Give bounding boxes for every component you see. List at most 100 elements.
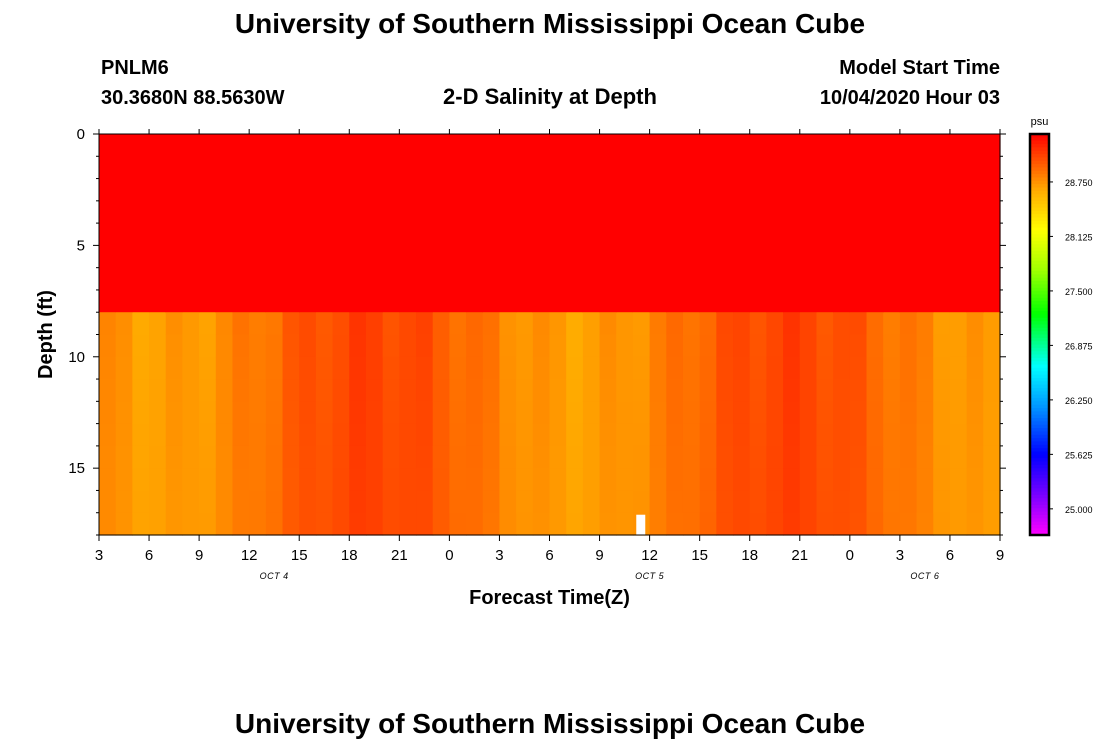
heatmap-cell: [265, 512, 284, 536]
heatmap-cell: [249, 401, 267, 425]
heatmap-cell: [516, 445, 534, 469]
colorbar-segment: [1030, 187, 1049, 192]
heatmap-cell: [182, 245, 200, 269]
heatmap-cell: [632, 468, 651, 492]
colorbar-segment: [1030, 418, 1049, 422]
colorbar-segment: [1030, 194, 1049, 199]
heatmap-cell: [682, 134, 701, 157]
heatmap-cell: [432, 512, 450, 536]
heatmap-cell: [749, 178, 768, 202]
heatmap-cell: [115, 245, 133, 269]
heatmap-cell: [265, 401, 284, 425]
heatmap-cell: [699, 245, 717, 269]
colorbar-segment: [1030, 264, 1049, 269]
heatmap-cell: [466, 200, 484, 224]
heatmap-cell: [899, 200, 918, 224]
heatmap-cells: [99, 134, 1001, 536]
heatmap-cell: [349, 312, 367, 336]
heatmap-cell: [399, 245, 417, 269]
colorbar-tick-label: 26.250: [1065, 396, 1093, 406]
heatmap-cell: [599, 312, 617, 336]
heatmap-cell: [916, 312, 934, 336]
heatmap-cell: [766, 223, 784, 246]
heatmap-cell: [482, 200, 501, 224]
heatmap-cell: [599, 267, 617, 291]
heatmap-cell: [716, 490, 734, 514]
heatmap-cell: [232, 312, 250, 336]
heatmap-cell: [799, 156, 818, 180]
heatmap-cell: [499, 423, 517, 447]
heatmap-cell: [616, 379, 634, 402]
x-tick-label: 6: [545, 547, 553, 564]
heatmap-cell: [99, 156, 117, 180]
heatmap-cell: [416, 490, 434, 514]
heatmap-cell: [632, 200, 651, 224]
heatmap-cell: [883, 401, 901, 425]
heatmap-cell: [532, 423, 551, 447]
heatmap-cell: [265, 468, 284, 492]
heatmap-cell: [282, 312, 300, 336]
heatmap-cell: [833, 134, 851, 157]
heatmap-cell: [265, 379, 284, 402]
colorbar-tick-label: 25.000: [1065, 505, 1093, 515]
heatmap-cell: [649, 401, 667, 425]
heatmap-cell: [149, 445, 167, 469]
heatmap-cell: [966, 490, 984, 514]
heatmap-cell: [749, 423, 768, 447]
heatmap-cell: [265, 445, 284, 469]
colorbar-segment: [1030, 247, 1049, 252]
heatmap-cell: [432, 401, 450, 425]
x-tick-label: 3: [495, 547, 503, 564]
heatmap-cell: [749, 134, 768, 157]
heatmap-cell: [849, 245, 868, 269]
heatmap-cell: [516, 334, 534, 358]
heatmap-cell: [866, 289, 884, 313]
heatmap-cell: [332, 468, 350, 492]
heatmap-cell: [299, 468, 317, 492]
heatmap-cell: [482, 445, 501, 469]
heatmap-cell: [799, 134, 818, 157]
heatmap-cell: [382, 379, 400, 402]
heatmap-cell: [249, 512, 267, 536]
heatmap-cell: [449, 223, 467, 246]
colorbar-segment: [1030, 140, 1049, 145]
heatmap-cell: [349, 334, 367, 358]
heatmap-cell: [783, 468, 801, 492]
heatmap-cell: [883, 423, 901, 447]
heatmap-cell: [549, 134, 567, 157]
heatmap-cell: [466, 134, 484, 157]
heatmap-cell: [215, 267, 234, 291]
heatmap-cell: [532, 156, 551, 180]
heatmap-cell: [115, 490, 133, 514]
heatmap-cell: [699, 401, 717, 425]
heatmap-cell: [666, 445, 684, 469]
colorbar-segment: [1030, 377, 1049, 382]
heatmap-cell: [115, 267, 133, 291]
heatmap-cell: [232, 423, 250, 447]
heatmap-cell: [449, 134, 467, 157]
heatmap-cell: [566, 267, 584, 291]
heatmap-cell: [132, 312, 150, 336]
heatmap-cell: [816, 490, 834, 514]
heatmap-cell: [883, 490, 901, 514]
heatmap-cell: [899, 512, 918, 536]
colorbar-segment: [1030, 164, 1049, 169]
heatmap-cell: [532, 334, 551, 358]
heatmap-cell: [399, 445, 417, 469]
heatmap-cell: [816, 312, 834, 336]
heatmap-cell: [866, 200, 884, 224]
heatmap-cell: [649, 423, 667, 447]
colorbar-segment: [1030, 137, 1049, 142]
heatmap-cell: [399, 423, 417, 447]
heatmap-cell: [365, 134, 384, 157]
heatmap-cell: [432, 245, 450, 269]
heatmap-cell: [916, 356, 934, 380]
heatmap-cell: [349, 134, 367, 157]
heatmap-cell: [215, 200, 234, 224]
colorbar-segment: [1030, 230, 1049, 235]
colorbar-segment: [1030, 361, 1049, 366]
heatmap-cell: [916, 468, 934, 492]
heatmap-cell: [566, 445, 584, 469]
heatmap-cell: [399, 356, 417, 380]
heatmap-cell: [232, 134, 250, 157]
